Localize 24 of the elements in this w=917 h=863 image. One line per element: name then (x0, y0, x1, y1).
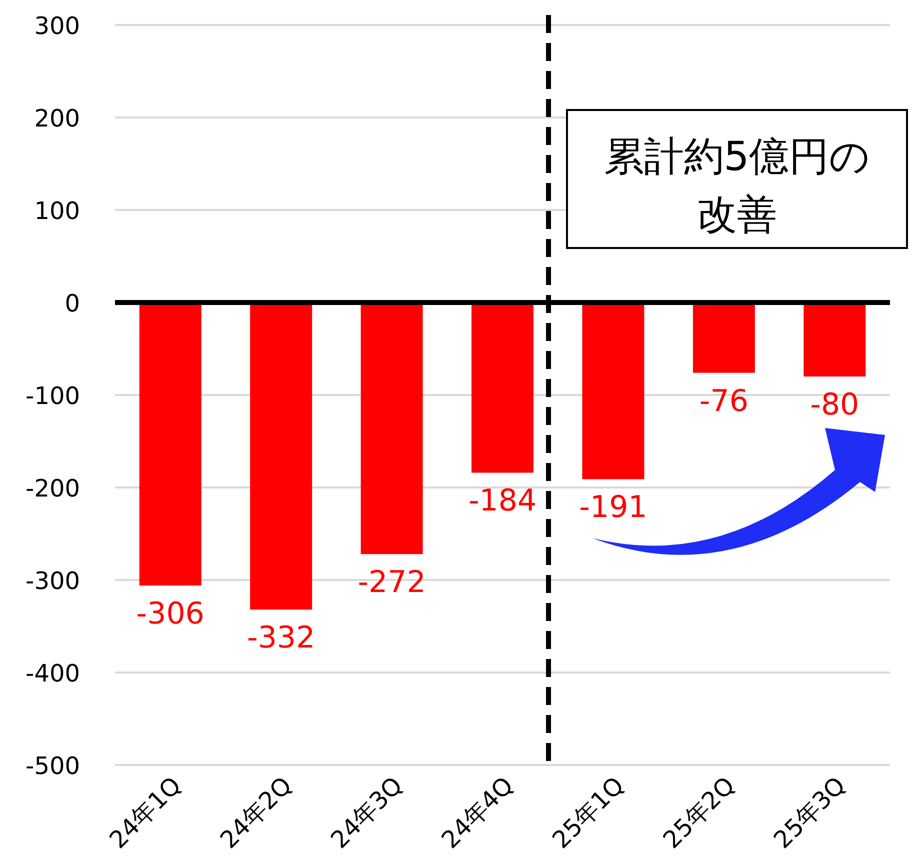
y-tick-label: 0 (64, 290, 80, 318)
data-label: -191 (579, 490, 648, 526)
y-tick-label: 300 (34, 12, 80, 40)
x-tick-label: 25年1Q (546, 771, 630, 854)
x-tick-label: 24年1Q (104, 771, 187, 854)
x-tick-label: 25年3Q (768, 771, 851, 854)
data-label: -332 (247, 620, 316, 656)
annotation: 累計約5億円の改善 (604, 134, 870, 238)
data-label: -80 (810, 388, 860, 422)
y-tick-label: -400 (26, 660, 80, 688)
y-tick-label: 100 (34, 197, 80, 225)
data-label: -184 (468, 484, 537, 519)
x-tick-label: 24年4Q (436, 771, 519, 854)
y-tick-label: 200 (34, 104, 80, 132)
data-label: -306 (136, 596, 204, 632)
y-tick-label: -500 (26, 752, 80, 780)
x-tick-label: 24年3Q (326, 771, 408, 854)
x-tick-label: 24年2Q (214, 771, 298, 854)
data-label: -272 (358, 565, 426, 600)
x-tick-label: 25年2Q (658, 771, 740, 854)
data-label: -76 (699, 384, 748, 419)
y-tick-label: -100 (26, 382, 80, 410)
y-tick-label: -300 (26, 567, 80, 595)
y-tick-label: -200 (26, 474, 80, 502)
